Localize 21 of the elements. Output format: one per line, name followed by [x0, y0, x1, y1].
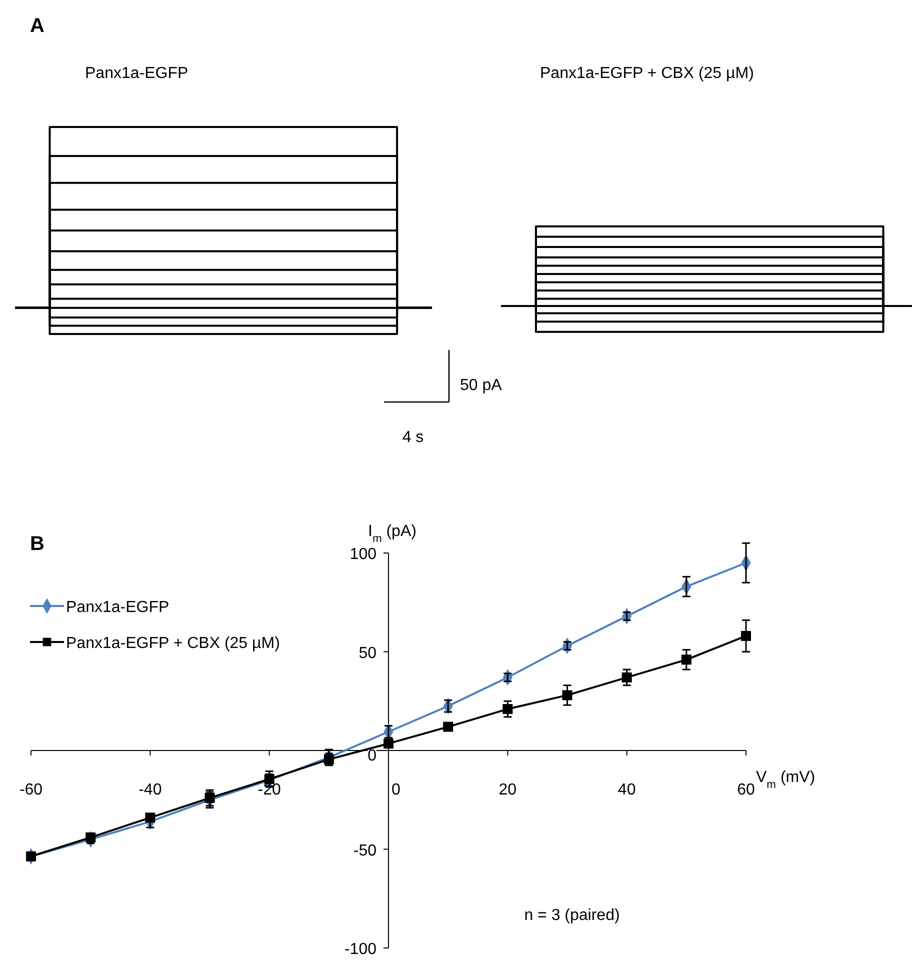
chart-title: A [30, 15, 44, 37]
y-tick-label: -50 [353, 842, 377, 860]
text: 50 pA [460, 377, 502, 394]
text: Panx1a-EGFP [85, 65, 188, 82]
y-axis-title: I$_{m}$ (pA) [368, 523, 416, 545]
x-tick-label: -40 [138, 782, 162, 798]
y-tick-label: 100 [350, 546, 377, 563]
x-axis-title: V$_{m}$ (mV) [756, 769, 816, 791]
legend-label: Panx1a-EGFP [66, 599, 170, 616]
x-tick-label: -60 [19, 782, 43, 798]
text: Panx1a-EGFP + CBX (25 µM) [540, 65, 754, 82]
x-tick-label: 40 [618, 782, 636, 798]
x-tick-label: 60 [737, 782, 755, 798]
x-tick-label: 0 [392, 782, 400, 798]
text: 4 s [402, 429, 424, 446]
y-tick-label: 50 [358, 644, 377, 662]
x-tick-label: 20 [498, 782, 517, 798]
annotation: n = 3 (paired) [524, 907, 620, 924]
y-tick-label: -100 [344, 941, 377, 958]
chart-title: B [30, 533, 44, 555]
legend-label: Panx1a-EGFP + CBX (25 µM) [66, 635, 280, 652]
